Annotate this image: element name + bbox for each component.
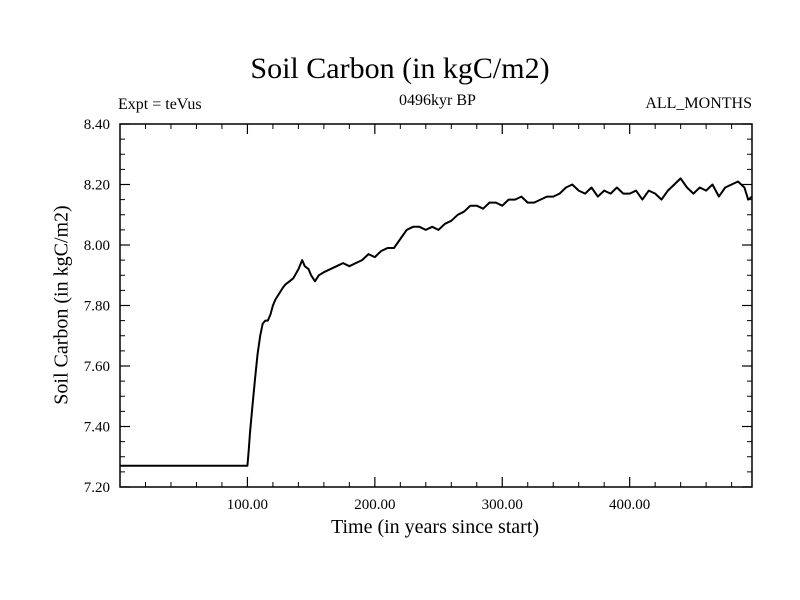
- months-label: ALL_MONTHS: [645, 95, 752, 112]
- y-tick-label: 8.00: [84, 238, 110, 254]
- y-tick-label: 7.40: [84, 420, 110, 436]
- chart-title: Soil Carbon (in kgC/m2): [250, 52, 550, 85]
- y-tick-label: 7.60: [84, 359, 110, 375]
- x-tick-label: 100.00: [227, 497, 268, 513]
- soil-carbon-line: [120, 177, 753, 467]
- x-tick-label: 200.00: [354, 497, 395, 513]
- x-axis-label: Time (in years since start): [330, 516, 540, 538]
- y-tick-label: 7.20: [84, 480, 110, 496]
- period-label: 0496kyr BP: [399, 92, 476, 109]
- x-tick-label: 300.00: [482, 497, 523, 513]
- experiment-label: Expt = teVus: [118, 96, 202, 113]
- y-tick-label: 8.40: [84, 117, 110, 133]
- y-tick-label: 7.80: [84, 299, 110, 315]
- plot-frame: [119, 123, 753, 488]
- x-tick-label: 400.00: [609, 497, 650, 513]
- y-tick-label: 8.20: [84, 178, 110, 194]
